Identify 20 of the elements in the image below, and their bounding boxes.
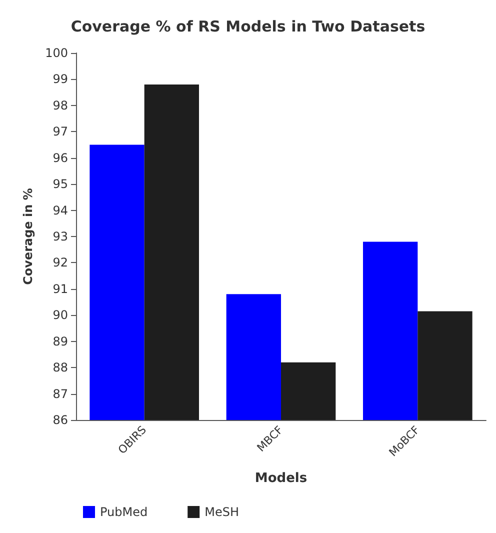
y-tick-label: 100 bbox=[45, 46, 68, 60]
y-tick-label: 99 bbox=[52, 72, 68, 86]
y-tick-label: 89 bbox=[52, 334, 68, 348]
y-tick-label: 92 bbox=[52, 256, 68, 270]
y-tick-label: 96 bbox=[52, 150, 68, 165]
y-tick-label: 90 bbox=[52, 308, 68, 322]
y-axis-title: Coverage in % bbox=[21, 188, 35, 285]
y-tick-label: 87 bbox=[52, 386, 68, 401]
y-tick-label: 95 bbox=[52, 177, 68, 192]
legend-label: PubMed bbox=[100, 505, 148, 519]
y-tick-label: 91 bbox=[52, 282, 68, 296]
x-axis-title: Models bbox=[254, 471, 308, 486]
chart-title: Coverage % of RS Models in Two Datasets bbox=[70, 18, 426, 36]
y-tick-label: 97 bbox=[52, 124, 68, 139]
y-tick-label: 86 bbox=[52, 413, 68, 427]
y-tick-label: 98 bbox=[52, 98, 68, 112]
y-tick-label: 88 bbox=[52, 360, 68, 375]
y-tick-label: 93 bbox=[52, 230, 68, 244]
legend-label: MeSH bbox=[204, 505, 239, 519]
y-tick-label: 94 bbox=[52, 203, 68, 218]
